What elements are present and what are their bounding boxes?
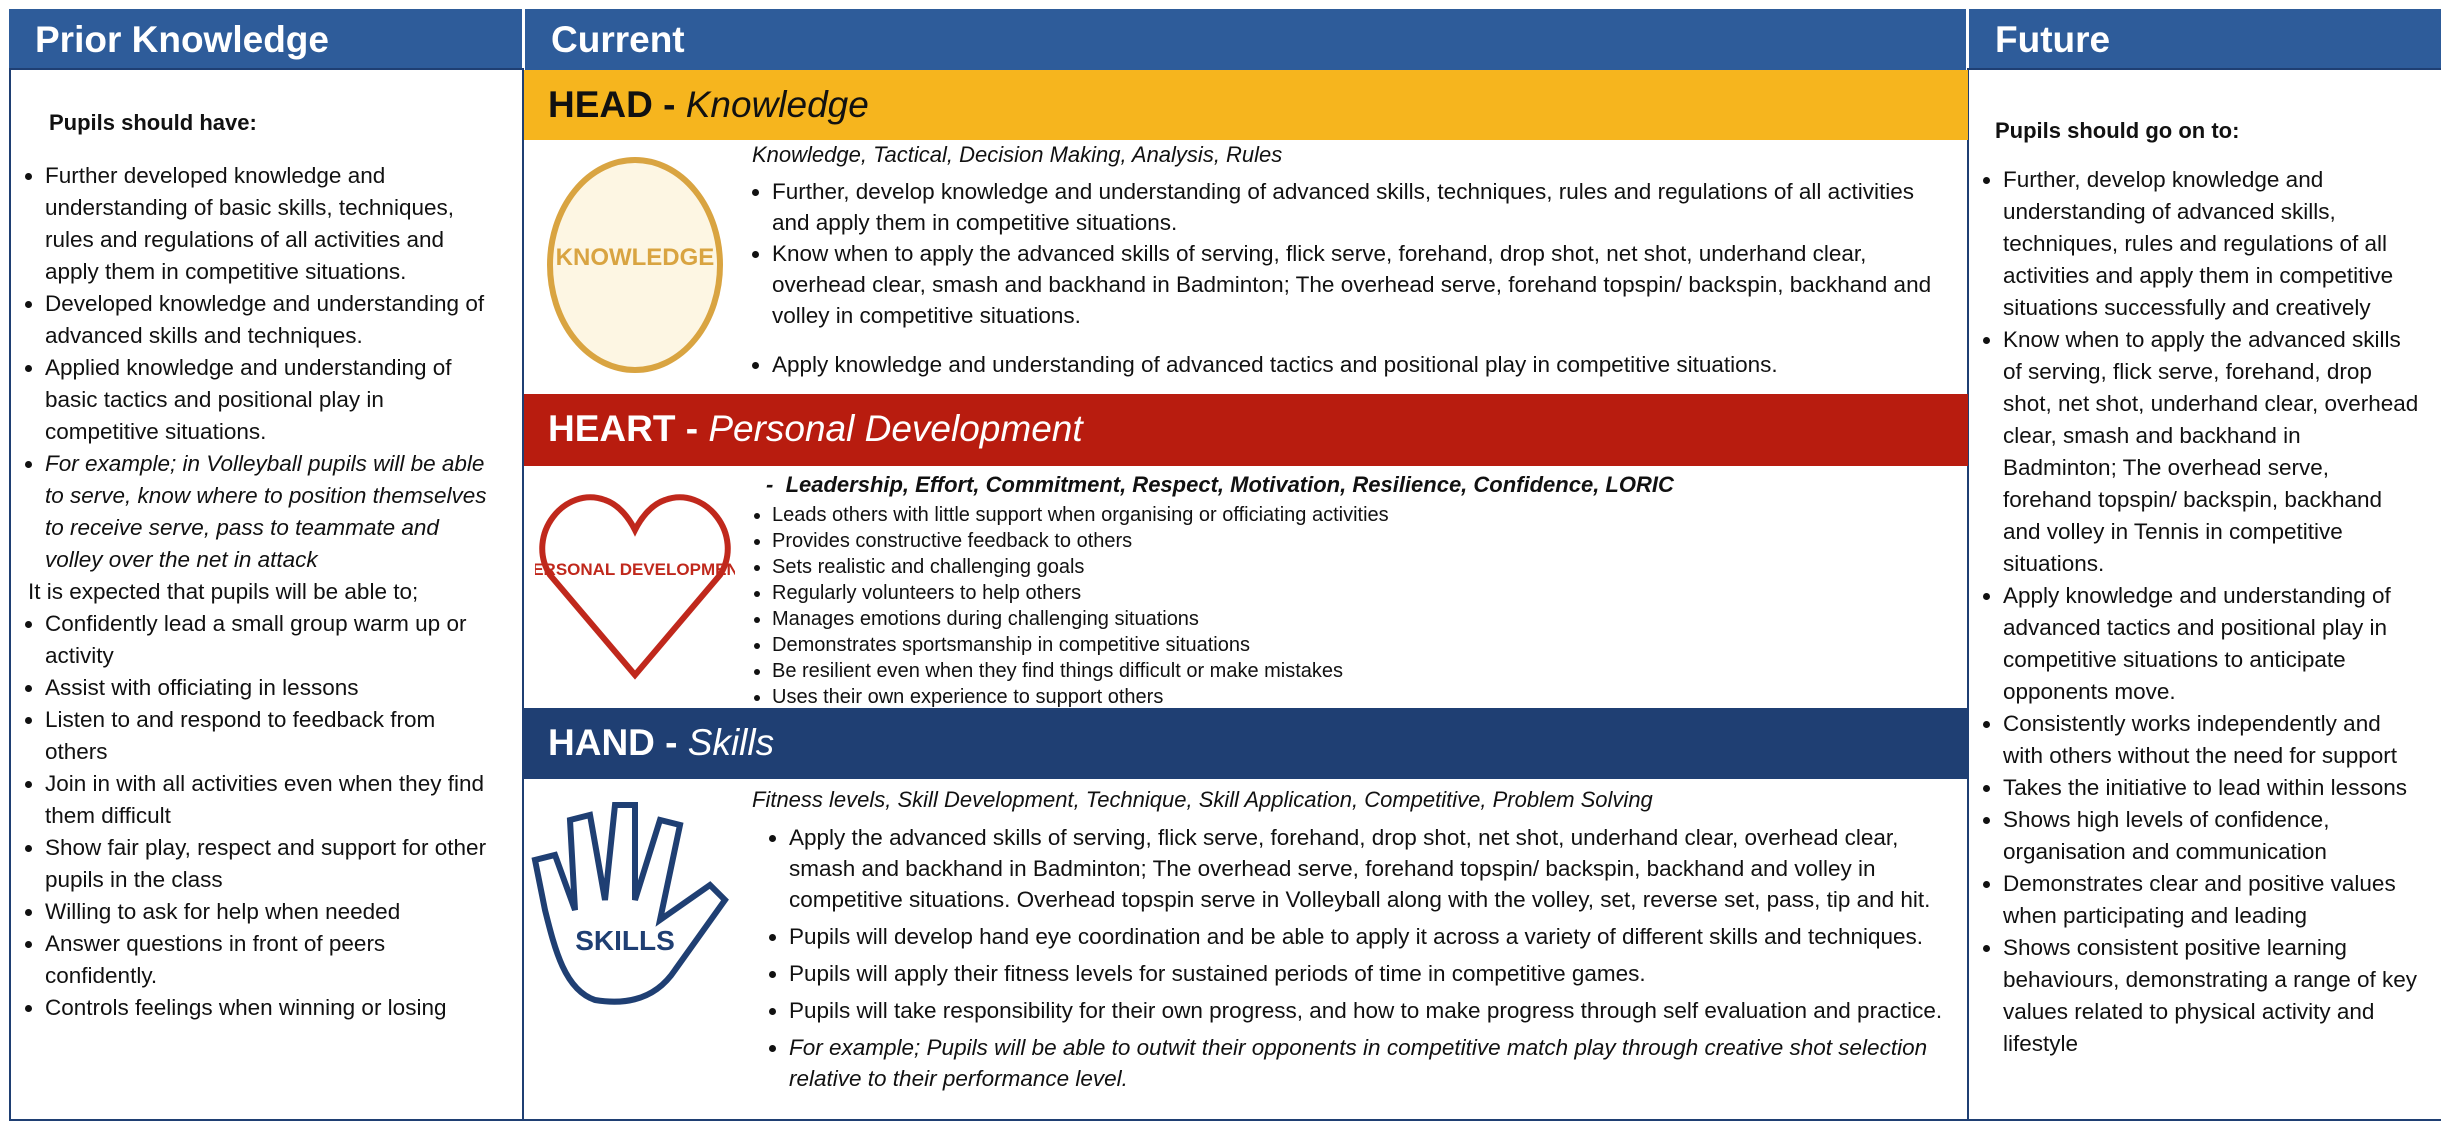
head-icon: KNOWLEDGE xyxy=(547,157,723,373)
hand-bar: HAND - Skills xyxy=(524,708,1968,779)
list-item: Show fair play, respect and support for … xyxy=(45,832,491,896)
heart-icon: PERSONAL DEVELOPMENT xyxy=(535,494,735,680)
list: Further, develop knowledge and understan… xyxy=(1969,164,2419,1060)
list-item: Regularly volunteers to help others xyxy=(772,580,1938,606)
list: Confidently lead a small group warm up o… xyxy=(11,608,491,1024)
subtitle: Knowledge, Tactical, Decision Making, An… xyxy=(752,142,1283,167)
list-item: Be resilient even when they find things … xyxy=(772,658,1938,684)
icon-label: SKILLS xyxy=(575,925,675,956)
list-item: Sets realistic and challenging goals xyxy=(772,554,1938,580)
icon-label: KNOWLEDGE xyxy=(556,244,715,271)
list-item: Leads others with little support when or… xyxy=(772,502,1938,528)
list-item: Apply the advanced skills of serving, fl… xyxy=(789,822,1945,915)
header-current: Current xyxy=(525,9,1966,70)
list-item: For example; Pupils will be able to outw… xyxy=(789,1032,1945,1094)
list-item: Willing to ask for help when needed xyxy=(45,896,491,928)
head-bar: HEAD - Knowledge xyxy=(524,70,1968,140)
list-item: For example; in Volleyball pupils will b… xyxy=(45,448,491,576)
subtitle: - Leadership, Effort, Commitment, Respec… xyxy=(766,472,1674,498)
subtitle-text: Leadership, Effort, Commitment, Respect,… xyxy=(785,472,1674,497)
list-item: Further, develop knowledge and understan… xyxy=(772,176,1938,238)
dash: - xyxy=(766,472,786,497)
list-item: Developed knowledge and understanding of… xyxy=(45,288,491,352)
icon-label: PERSONAL DEVELOPMENT xyxy=(535,560,735,579)
list-item: Demonstrates clear and positive values w… xyxy=(2003,868,2419,932)
subtitle: Fitness levels, Skill Development, Techn… xyxy=(752,787,1653,812)
list-item: Further, develop knowledge and understan… xyxy=(2003,164,2419,324)
list: Apply the advanced skills of serving, fl… xyxy=(755,822,1945,1094)
list-item: Apply knowledge and understanding of adv… xyxy=(772,349,1938,380)
intro: Pupils should have: xyxy=(49,110,257,135)
list-item: Pupils will apply their fitness levels f… xyxy=(789,958,1945,989)
list-item: Know when to apply the advanced skills o… xyxy=(772,238,1938,331)
title: Personal Development xyxy=(708,408,1083,449)
title: Skills xyxy=(687,722,775,763)
list-item: Shows high levels of confidence, organis… xyxy=(2003,804,2419,868)
label: HAND - xyxy=(548,722,678,763)
list-item: Pupils will develop hand eye coordinatio… xyxy=(789,921,1945,952)
list-item: Controls feelings when winning or losing xyxy=(45,992,491,1024)
list-item: Answer questions in front of peers confi… xyxy=(45,928,491,992)
list-item: Apply knowledge and understanding of adv… xyxy=(2003,580,2419,708)
future-column: Pupils should go on to: Further, develop… xyxy=(1967,68,2441,1121)
hand-icon: SKILLS xyxy=(531,802,729,1005)
list-item: Manages emotions during challenging situ… xyxy=(772,606,1938,632)
list-item: Uses their own experience to support oth… xyxy=(772,684,1938,710)
list-item: Assist with officiating in lessons xyxy=(45,672,491,704)
heart-bar: HEART - Personal Development xyxy=(524,394,1968,466)
list-item: Know when to apply the advanced skills o… xyxy=(2003,324,2419,580)
list: Further, develop knowledge and understan… xyxy=(738,176,1938,380)
list: Leads others with little support when or… xyxy=(738,502,1938,710)
header-future: Future xyxy=(1969,9,2441,70)
list: Further developed knowledge and understa… xyxy=(11,160,491,576)
title: Knowledge xyxy=(685,84,869,125)
header-prior: Prior Knowledge xyxy=(9,9,522,70)
list-item: Confidently lead a small group warm up o… xyxy=(45,608,491,672)
list-item: Applied knowledge and understanding of b… xyxy=(45,352,491,448)
label: HEAD - xyxy=(548,84,676,125)
list-item: Shows consistent positive learning behav… xyxy=(2003,932,2419,1060)
prior-column: Pupils should have: Further developed kn… xyxy=(9,68,524,1121)
list-item: Provides constructive feedback to others xyxy=(772,528,1938,554)
list-item: Pupils will take responsibility for thei… xyxy=(789,995,1945,1026)
list-item: Listen to and respond to feedback from o… xyxy=(45,704,491,768)
text: It is expected that pupils will be able … xyxy=(28,579,419,604)
list-item: Join in with all activities even when th… xyxy=(45,768,491,832)
intro: Pupils should go on to: xyxy=(1995,118,2240,143)
list-item: Takes the initiative to lead within less… xyxy=(2003,772,2419,804)
list-item: Consistently works independently and wit… xyxy=(2003,708,2419,772)
list-item: Demonstrates sportsmanship in competitiv… xyxy=(772,632,1938,658)
label: HEART - xyxy=(548,408,699,449)
list-item: Further developed knowledge and understa… xyxy=(45,160,491,288)
